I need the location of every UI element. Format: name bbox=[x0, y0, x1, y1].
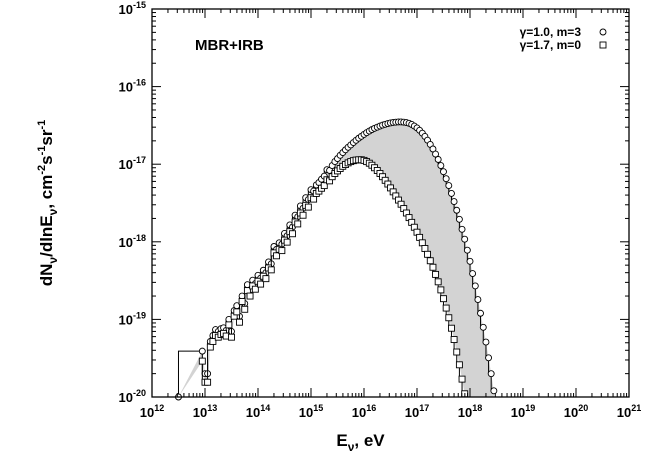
x-tick-label: 1019 bbox=[511, 403, 535, 420]
series-2-point bbox=[267, 266, 275, 274]
series-1-point bbox=[477, 309, 484, 317]
series-1-point bbox=[437, 162, 445, 170]
series-2-point bbox=[432, 270, 440, 278]
series-1-point bbox=[450, 198, 458, 206]
series-2-point bbox=[455, 361, 463, 369]
y-tick-label: 10-18 bbox=[119, 233, 146, 250]
series-1-point bbox=[458, 225, 466, 233]
series-1-point bbox=[471, 282, 479, 290]
series-2-point bbox=[262, 275, 270, 283]
series-1-point bbox=[448, 189, 455, 197]
series-1-point bbox=[463, 246, 471, 254]
series-1-point bbox=[466, 257, 474, 265]
series-2-point bbox=[225, 321, 233, 329]
legend-marker-square bbox=[599, 41, 607, 49]
series-2 bbox=[198, 156, 469, 398]
annotation-label: MBR+IRB bbox=[195, 37, 264, 54]
series-1-point bbox=[469, 270, 477, 277]
x-tick-label: 1013 bbox=[193, 403, 217, 420]
series-2-point bbox=[458, 375, 466, 383]
x-tick-label: 1014 bbox=[246, 403, 270, 420]
series-1-point bbox=[485, 354, 493, 362]
fill-layer bbox=[178, 121, 494, 397]
y-axis-title: dNν/dlnEν, cm-2s-1sr-1 bbox=[36, 120, 60, 287]
series-2-point bbox=[424, 250, 431, 258]
x-axis-title: Eν, eV bbox=[336, 431, 385, 453]
series-2-point bbox=[278, 247, 286, 255]
x-tick-label: 1018 bbox=[458, 403, 482, 420]
series-1-point bbox=[442, 175, 450, 183]
legend-label-2: γ=1.7, m=0 bbox=[520, 38, 582, 52]
series-1-point bbox=[445, 182, 453, 190]
y-tick-label: 10-19 bbox=[119, 310, 146, 327]
series-1-point bbox=[440, 168, 447, 176]
series-1-point bbox=[479, 323, 487, 331]
series-2-point bbox=[233, 308, 241, 316]
x-tick-label: 1017 bbox=[405, 403, 429, 420]
series-2-point bbox=[421, 245, 429, 252]
x-tick-label: 1016 bbox=[352, 403, 376, 420]
legend-label-1: γ=1.0, m=3 bbox=[520, 25, 582, 39]
series-2-point bbox=[442, 304, 450, 312]
series-2-point bbox=[448, 324, 455, 332]
series-2-point bbox=[283, 238, 291, 246]
series-1-point bbox=[198, 347, 206, 355]
series-2-point bbox=[228, 333, 235, 341]
series-2-point bbox=[299, 211, 307, 219]
series-2-point bbox=[289, 230, 296, 238]
series-2-point bbox=[198, 357, 206, 365]
series-1-point bbox=[474, 296, 482, 304]
x-tick-label: 1021 bbox=[617, 403, 641, 420]
series-2-point bbox=[294, 220, 302, 228]
series-2-point bbox=[206, 343, 214, 351]
y-tick-label: 10-20 bbox=[119, 388, 146, 405]
series-2-point bbox=[251, 285, 259, 293]
y-tick-label: 10-15 bbox=[119, 0, 146, 17]
series-2-point bbox=[418, 239, 426, 247]
series-layer bbox=[175, 118, 498, 401]
series-1-point bbox=[482, 338, 490, 346]
series-2-point bbox=[246, 292, 254, 300]
series-2-point bbox=[450, 336, 458, 343]
x-tick-label: 1020 bbox=[564, 403, 588, 420]
series-2-point bbox=[434, 278, 442, 286]
series-2-point bbox=[453, 348, 461, 356]
series-1-point bbox=[455, 215, 463, 223]
x-tick-label: 1012 bbox=[140, 403, 164, 420]
series-2-point bbox=[241, 305, 249, 313]
x-tick-label: 1015 bbox=[299, 403, 323, 420]
x-axis-title-group: Eν, eV bbox=[336, 431, 385, 453]
y-tick-label: 10-17 bbox=[119, 155, 146, 172]
series-1-point bbox=[487, 370, 495, 378]
legend-marker-circle bbox=[599, 28, 607, 36]
tick-labels-layer: 1012 1013 1014 1015 1016 1017 1018 1019 1020 1021… bbox=[119, 0, 642, 420]
y-tick-label: 10-16 bbox=[119, 78, 146, 95]
series-1-point bbox=[490, 387, 498, 395]
series-2-point bbox=[204, 378, 212, 386]
series-2-point bbox=[238, 298, 246, 305]
series-2-point bbox=[426, 257, 434, 265]
series-2-point bbox=[429, 263, 437, 271]
series-1-point bbox=[432, 150, 440, 158]
ticks-layer bbox=[151, 8, 630, 398]
series-1-point bbox=[453, 206, 461, 214]
series-2-point bbox=[445, 314, 453, 322]
series-2-point bbox=[310, 195, 318, 203]
series-2-point bbox=[236, 318, 243, 326]
series-2-point bbox=[257, 280, 265, 288]
series-1-point bbox=[461, 235, 469, 243]
series-2-point bbox=[304, 203, 312, 211]
series-1-point bbox=[434, 156, 442, 163]
series-2-point bbox=[273, 252, 281, 260]
series-2-point bbox=[437, 286, 445, 294]
plot-frame bbox=[151, 8, 630, 398]
legend: γ=1.0, m=3γ=1.7, m=0 bbox=[520, 25, 607, 52]
annotation-layer: MBR+IRB bbox=[195, 37, 264, 54]
band-fill bbox=[178, 121, 494, 397]
series-2-point bbox=[440, 295, 447, 303]
y-axis-title-group: dNν/dlnEν, cm-2s-1sr-1 bbox=[36, 120, 60, 287]
